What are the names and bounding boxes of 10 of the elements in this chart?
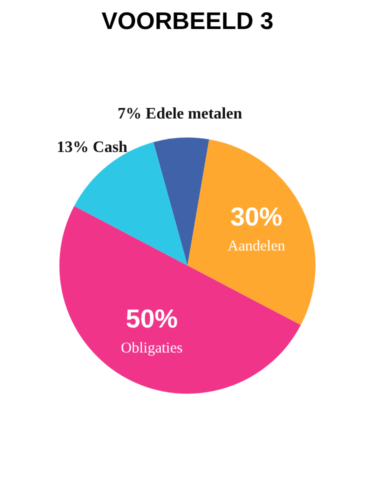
pie-slice	[188, 139, 316, 326]
pie-slice	[59, 206, 301, 394]
chart-title: VOORBEELD 3	[101, 8, 274, 35]
data-label: 50%	[126, 303, 178, 334]
data-label: 30%	[230, 202, 282, 232]
slice-label: 13% Cash	[56, 139, 128, 156]
slice-label: Aandelen	[228, 238, 286, 255]
slice-label: 7% Edele metalen	[118, 106, 242, 123]
pie-slice	[153, 138, 210, 266]
slice-label: Obligaties	[120, 340, 183, 356]
